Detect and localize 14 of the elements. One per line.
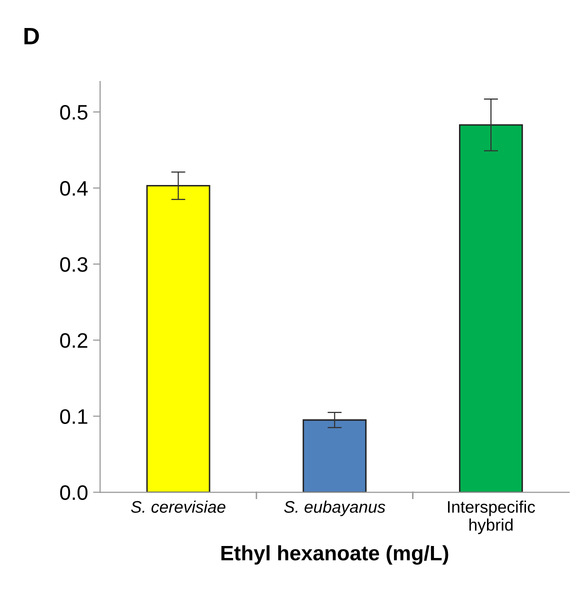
bar [302, 419, 367, 492]
y-tick-label: 0.3 [60, 257, 88, 272]
y-tick-label: 0.4 [60, 181, 88, 196]
x-tick-label: S. eubayanus [284, 500, 386, 516]
x-tick-label: Interspecific hybrid [448, 500, 535, 534]
x-tick-label: S. cerevisiae [131, 500, 226, 513]
bar [459, 124, 523, 492]
bar [146, 185, 210, 492]
y-tick-label: 0.1 [60, 409, 88, 424]
y-tick-label: 0.5 [60, 104, 88, 120]
chart-title: D [24, 28, 39, 44]
y-tick-label: 0.0 [60, 485, 88, 500]
x-axis-title: Ethyl hexanoate (mg/L) [221, 545, 448, 565]
y-tick-label: 0.2 [60, 333, 88, 348]
